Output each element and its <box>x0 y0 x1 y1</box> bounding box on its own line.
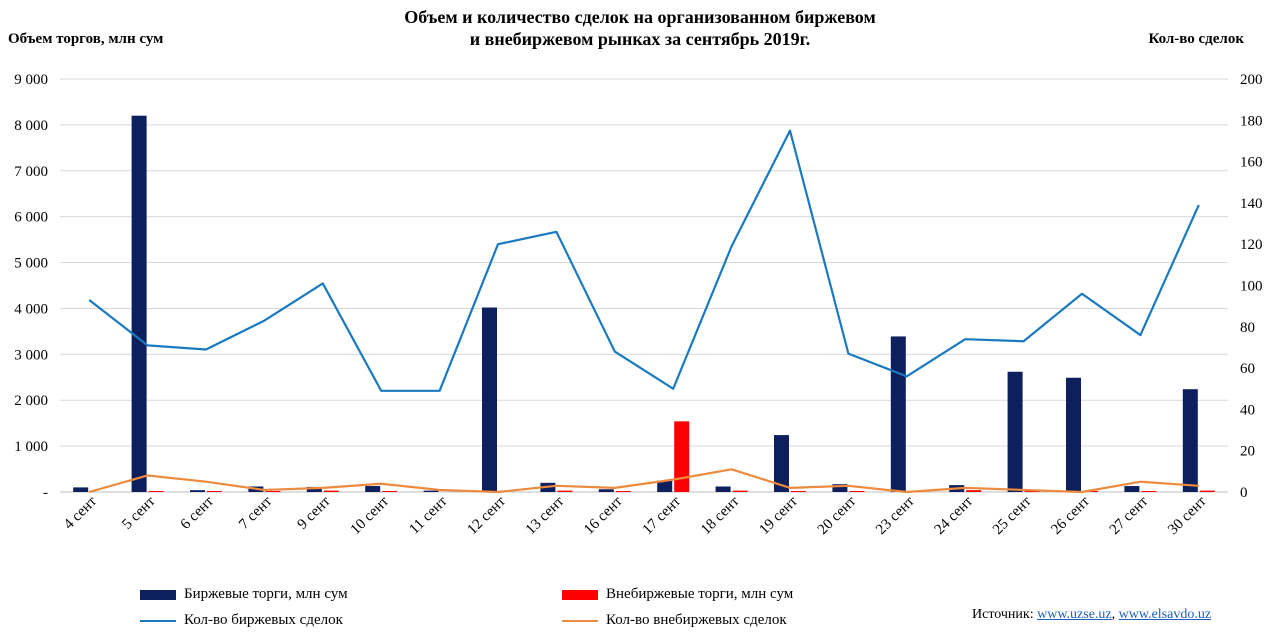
bar <box>207 491 222 492</box>
series-line <box>88 468 1199 494</box>
x-tick-label: 13 сент <box>523 493 568 538</box>
x-tick-label: 19 сент <box>756 493 801 538</box>
legend-swatch-exchange-deals <box>140 619 176 622</box>
y-right-tick-label: 20 <box>1240 444 1255 460</box>
x-tick-label: 9 сент <box>294 493 333 532</box>
y-right-tick-label: 40 <box>1240 402 1255 418</box>
x-tick-label: 25 сент <box>990 493 1035 538</box>
bar <box>1182 389 1198 492</box>
y-right-tick-label: 100 <box>1240 279 1263 295</box>
y-left-tick-label: 5 000 <box>14 256 48 272</box>
legend-label-otc-deals: Кол-во внебиржевых сделок <box>606 612 787 628</box>
x-tick-label: 12 сент <box>464 493 509 538</box>
x-tick-label: 16 сент <box>581 493 626 538</box>
legend-label-otc-trades: Внебиржевые торги, млн сум <box>606 586 794 602</box>
bar <box>1199 490 1215 492</box>
x-tick-label: 27 сент <box>1107 493 1152 538</box>
y-right-axis-title: Кол-во сделок <box>1148 31 1244 47</box>
x-tick-label: 30 сент <box>1165 493 1210 538</box>
bar <box>365 486 381 492</box>
x-tick-label: 18 сент <box>698 493 743 538</box>
y-left-tick-label: 1 000 <box>14 439 48 455</box>
y-right-tick-label: 180 <box>1240 113 1263 129</box>
bar <box>1124 486 1140 492</box>
x-tick-label: 4 сент <box>61 493 100 532</box>
bar <box>73 487 89 492</box>
x-tick-label: 23 сент <box>873 493 918 538</box>
bar <box>657 480 673 492</box>
bar <box>890 336 906 492</box>
y-right-tick-label: 160 <box>1240 155 1263 171</box>
legend-item-exchange-deals: Кол-во биржевых сделок <box>140 612 343 629</box>
y-left-tick-label: 8 000 <box>14 118 48 134</box>
bar <box>482 307 497 492</box>
bar <box>1024 491 1040 492</box>
bar <box>598 489 614 492</box>
y-right-tick-label: 60 <box>1240 361 1255 377</box>
bar <box>849 491 865 492</box>
bar <box>557 490 573 492</box>
legend-swatch-exchange-trades <box>140 589 176 600</box>
y-left-tick-label: - <box>43 485 48 501</box>
series-line <box>88 129 1200 392</box>
y-left-tick-label: 2 000 <box>14 393 48 409</box>
source-note: Источник: www.uzse.uz, www.elsavdo.uz <box>972 607 1211 623</box>
bar <box>1141 491 1157 492</box>
x-tick-label: 5 сент <box>119 493 158 532</box>
y-right-tick-label: 120 <box>1240 237 1263 253</box>
x-tick-label: 24 сент <box>932 493 977 538</box>
x-tick-label: 11 сент <box>406 493 450 537</box>
bar <box>131 115 147 492</box>
legend-swatch-otc-deals <box>562 619 598 622</box>
legend-item-otc-trades: Внебиржевые торги, млн сум <box>562 586 793 603</box>
bar <box>148 491 164 492</box>
chart-title-line1: Объем и количество сделок на организован… <box>404 7 876 27</box>
legend-label-exchange-deals: Кол-во биржевых сделок <box>184 612 343 628</box>
x-tick-label: 6 сент <box>178 493 217 532</box>
bar <box>382 491 398 492</box>
y-left-tick-label: 7 000 <box>14 164 48 180</box>
y-left-axis-title: Объем торгов, млн сум <box>8 31 164 47</box>
y-left-tick-label: 9 000 <box>14 72 48 88</box>
source-link-uzse[interactable]: www.uzse.uz <box>1037 607 1112 622</box>
y-left-tick-label: 3 000 <box>14 347 48 363</box>
bar <box>674 421 690 492</box>
bar <box>323 490 339 492</box>
x-tick-label: 20 сент <box>815 493 860 538</box>
bar <box>715 486 731 492</box>
bar <box>423 490 439 492</box>
y-left-tick-label: 6 000 <box>14 210 48 226</box>
bar <box>732 490 748 492</box>
x-tick-label: 17 сент <box>640 493 685 538</box>
y-right-tick-label: 0 <box>1240 485 1248 501</box>
bar <box>791 491 806 492</box>
y-right-tick-label: 140 <box>1240 196 1263 212</box>
legend-swatch-otc-trades <box>562 589 598 600</box>
legend-label-exchange-trades: Биржевые торги, млн сум <box>184 586 348 602</box>
bar <box>774 435 789 492</box>
chart-title-line2: и внебиржевом рынках за сентябрь 2019г. <box>469 29 811 49</box>
chart-title: Объем и количество сделок на организован… <box>300 6 980 50</box>
bar <box>1007 371 1023 492</box>
bar <box>966 490 982 492</box>
bar <box>190 490 205 492</box>
bar <box>306 486 322 492</box>
bar <box>832 484 848 492</box>
bar <box>615 491 631 492</box>
bar <box>265 491 281 492</box>
legend-item-otc-deals: Кол-во внебиржевых сделок <box>562 612 787 629</box>
x-tick-label: 10 сент <box>348 493 393 538</box>
source-link-elsavdo[interactable]: www.elsavdo.uz <box>1118 607 1212 622</box>
source-separator: , <box>1111 607 1116 622</box>
y-right-tick-label: 200 <box>1240 72 1263 88</box>
x-tick-label: 7 сент <box>236 493 275 532</box>
legend-item-exchange-trades: Биржевые торги, млн сум <box>140 586 348 603</box>
source-label: Источник: <box>972 607 1034 622</box>
y-left-tick-label: 4 000 <box>14 301 48 317</box>
bar <box>1066 377 1081 492</box>
y-right-tick-label: 80 <box>1240 320 1255 336</box>
x-tick-label: 26 сент <box>1048 493 1093 538</box>
